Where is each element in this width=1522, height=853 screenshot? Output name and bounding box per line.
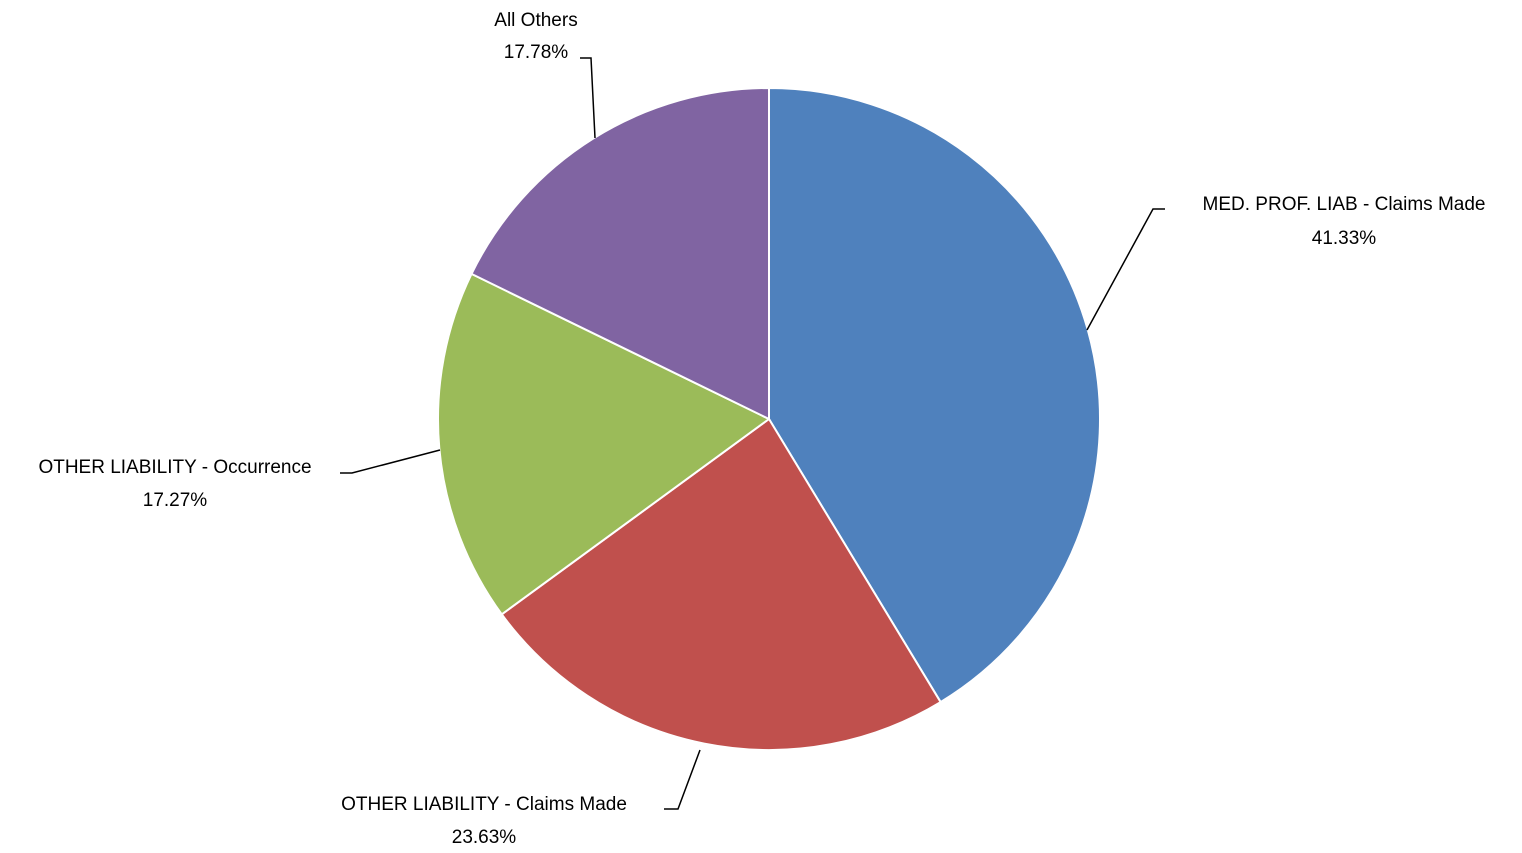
slice-label-name-other-liability-occurrence: OTHER LIABILITY - Occurrence	[38, 457, 311, 478]
slice-label-percent-all-others: 17.78%	[504, 42, 569, 63]
slice-label-percent-other-liability-occurrence: 17.27%	[143, 490, 208, 511]
slice-label-name-other-liability-claims-made: OTHER LIABILITY - Claims Made	[341, 794, 627, 815]
slice-labels: MED. PROF. LIAB - Claims Made 41.33% OTHER…	[38, 10, 1485, 848]
slice-label-name-all-others: All Others	[494, 10, 577, 31]
leader-line-other-liability-claims-made	[664, 749, 701, 810]
leader-line-all-others	[580, 57, 596, 139]
pie-slice-other-liability-occurrence	[437, 272, 770, 616]
pie-slice-other-liability-claims-made	[500, 418, 942, 752]
pie-slice-all-others	[470, 87, 770, 420]
leader-lines	[340, 57, 1165, 810]
slice-label-name-med-prof-liab-claims-made: MED. PROF. LIAB - Claims Made	[1203, 194, 1486, 215]
slice-label-percent-med-prof-liab-claims-made: 41.33%	[1312, 228, 1377, 249]
leader-line-med-prof-liab-claims-made	[1086, 208, 1165, 331]
leader-line-other-liability-occurrence	[340, 449, 441, 474]
slice-label-percent-other-liability-claims-made: 23.63%	[452, 827, 517, 848]
pie-slices	[437, 87, 1101, 752]
